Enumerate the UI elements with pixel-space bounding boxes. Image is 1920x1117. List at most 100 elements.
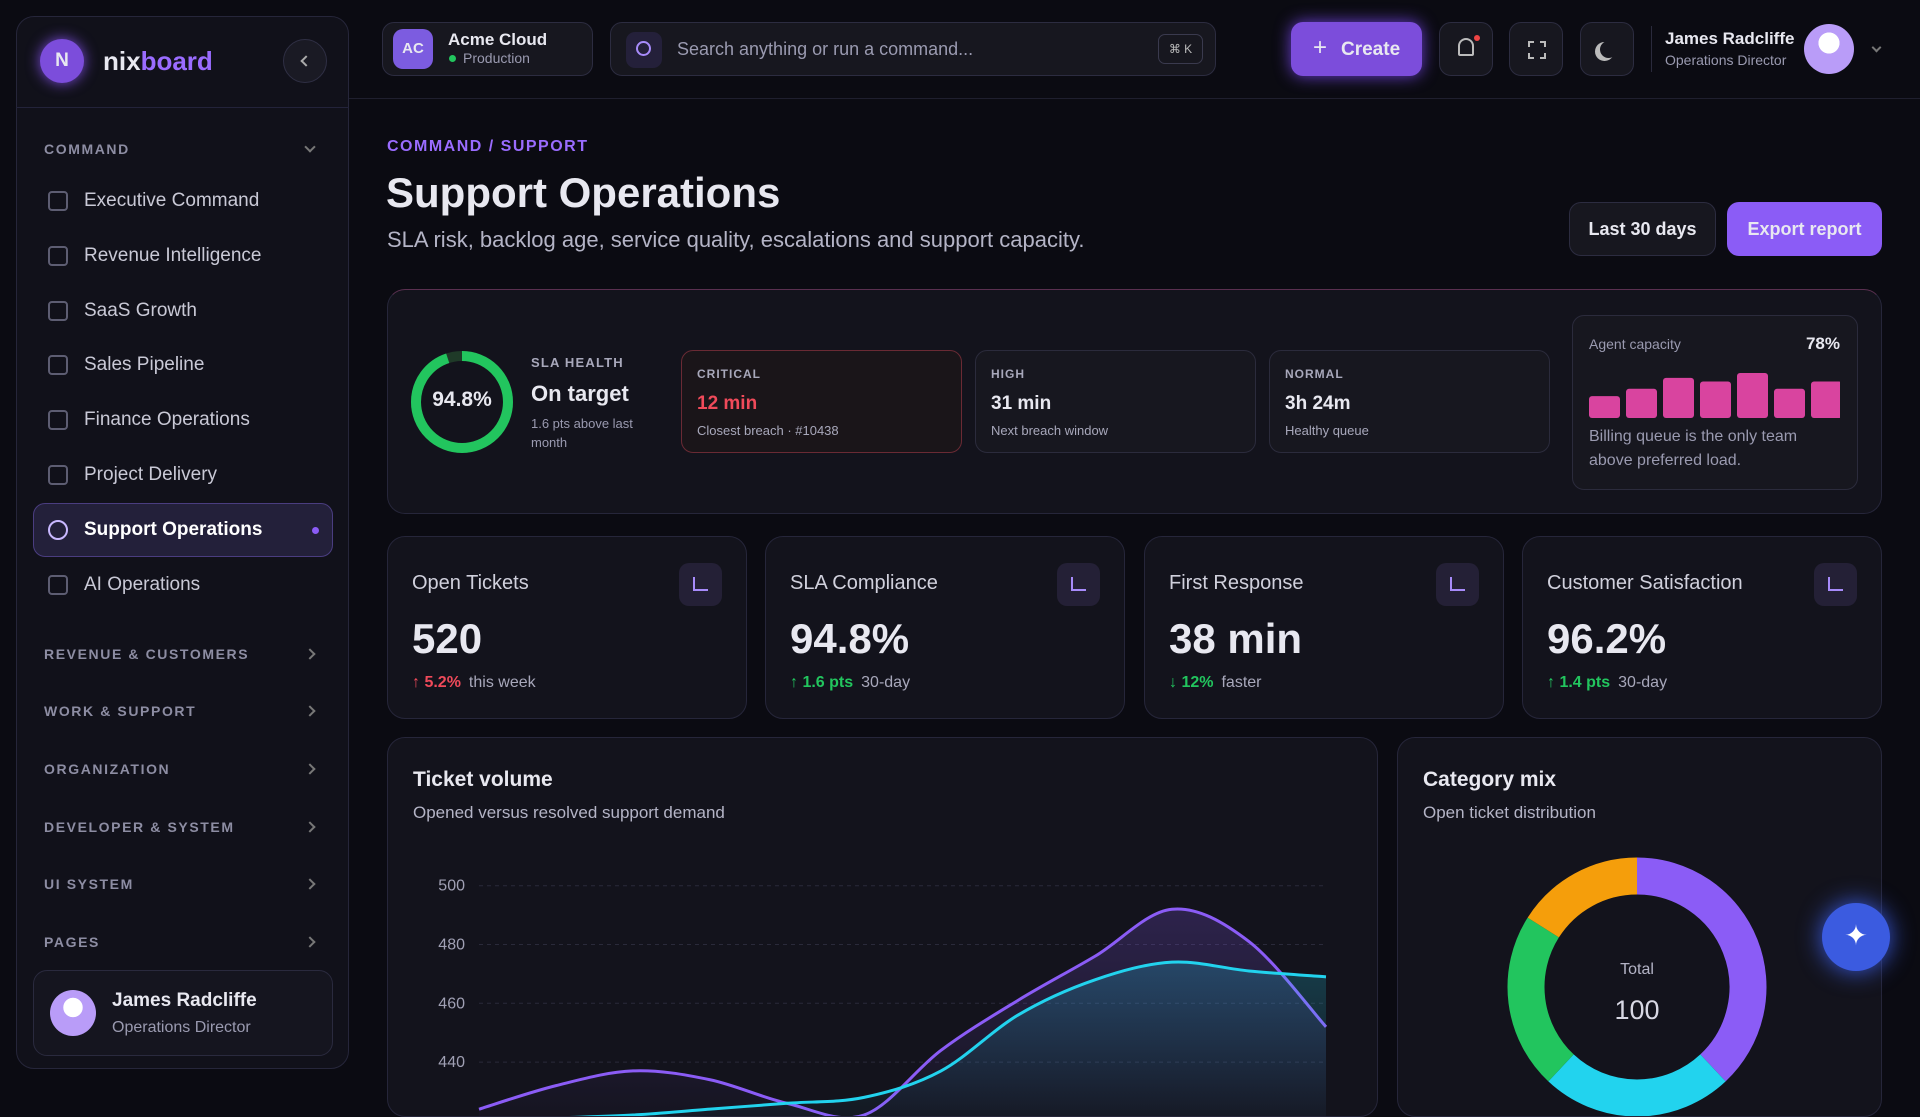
kpi-card: First Response 38 min ↓ 12% faster (1144, 536, 1504, 719)
fullscreen[interactable] (1509, 22, 1563, 76)
user-role: Operations Director (112, 1019, 251, 1036)
tier-label: CRITICAL (697, 367, 761, 381)
nav-item[interactable]: Executive Command (84, 190, 260, 211)
sla-note: 1.6 pts above last month (531, 416, 633, 450)
kpi-note: 30-day (1618, 674, 1668, 691)
capacity-note: Billing queue is the only team above pre… (1589, 428, 1798, 469)
theme-toggle[interactable] (1580, 22, 1634, 76)
donut-segment (1548, 1054, 1726, 1116)
kpi-label: SLA Compliance (790, 572, 938, 594)
nav-group[interactable]: ORGANIZATION (44, 761, 171, 777)
sla-status: On target (531, 381, 629, 406)
workspace-initials: AC (393, 29, 433, 69)
nav-icon (48, 575, 68, 595)
create-button[interactable]: + Create (1291, 22, 1422, 76)
nav-item[interactable]: AI Operations (84, 574, 201, 595)
nav-group[interactable]: PAGES (44, 934, 100, 950)
capacity-bars (1589, 373, 1840, 418)
export-button[interactable]: Export report (1727, 202, 1882, 256)
tier-card: NORMAL 3h 24m Healthy queue (1269, 350, 1550, 453)
kpi-delta-row: ↑ 1.6 pts 30-day (790, 674, 911, 691)
tier-card: HIGH 31 min Next breach window (975, 350, 1256, 453)
range-button[interactable]: Last 30 days (1569, 202, 1716, 256)
chart-subtitle: Open ticket distribution (1423, 803, 1596, 822)
donut-segment (1507, 917, 1575, 1082)
nav-icon (48, 191, 68, 211)
kpi-value: 94.8% (790, 615, 910, 662)
capacity-bar (1589, 396, 1620, 418)
y-tick-label: 480 (438, 937, 465, 954)
nav-item[interactable]: Project Delivery (84, 464, 218, 485)
breadcrumb: COMMAND / SUPPORT (387, 138, 589, 155)
capacity-bar (1737, 373, 1768, 418)
nav-item[interactable]: SaaS Growth (84, 300, 197, 321)
capacity-bar (1663, 377, 1694, 418)
kpi-delta: 5.2% (424, 674, 461, 691)
brand-part: board (140, 46, 213, 76)
nav-item[interactable]: Finance Operations (84, 409, 250, 430)
chart-icon-button[interactable] (1436, 563, 1479, 606)
user-name: James Radcliffe (112, 990, 257, 1011)
kpi-note: faster (1221, 674, 1262, 691)
tier-value: 3h 24m (1285, 393, 1351, 414)
page: N nixboard COMMAND Executive Command Reve… (16, 16, 1920, 1117)
nav-group[interactable]: REVENUE & CUSTOMERS (44, 646, 250, 662)
nav-icon (48, 246, 68, 266)
search-box[interactable] (610, 22, 1216, 76)
tier-value: 31 min (991, 393, 1052, 414)
kpi-value: 520 (412, 615, 483, 662)
nav-item[interactable]: Sales Pipeline (84, 354, 205, 375)
nav-group[interactable]: DEVELOPER & SYSTEM (44, 819, 235, 835)
top-user-role: Operations Director (1665, 52, 1787, 68)
workspace-name: Acme Cloud (448, 30, 548, 49)
nav-group[interactable]: WORK & SUPPORT (44, 703, 197, 719)
tier-label: NORMAL (1285, 367, 1344, 381)
kpi-card: Open Tickets 520 ↑ 5.2% this week (387, 536, 747, 719)
nav-group[interactable]: UI SYSTEM (44, 876, 134, 892)
kpi-card: Customer Satisfaction 96.2% ↑ 1.4 pts 30-da… (1522, 536, 1882, 719)
ticket-volume-card: Ticket volume Opened versus resolved sup… (387, 737, 1378, 1117)
tier-card: CRITICAL 12 min Closest breach · #10438 (681, 350, 962, 453)
nav-icon (48, 355, 68, 375)
top-avatar[interactable] (1804, 24, 1854, 74)
kpi-delta: 1.4 pts (1559, 674, 1611, 691)
shortcut: ⌘ K (1158, 34, 1203, 64)
nav-item[interactable]: Support Operations (84, 519, 263, 540)
brand-part: nix (103, 46, 141, 76)
tier-label: HIGH (991, 367, 1025, 381)
collapse-button[interactable] (283, 39, 327, 83)
chart-icon-button[interactable] (1814, 563, 1857, 606)
avatar (50, 990, 96, 1036)
assistant-button[interactable]: ✦ (1822, 903, 1890, 971)
page-subtitle: SLA risk, backlog age, service quality, … (387, 227, 1085, 252)
kpi-delta-row: ↑ 5.2% this week (412, 674, 536, 691)
y-tick-label: 440 (438, 1054, 465, 1071)
chart-title: Category mix (1423, 768, 1557, 791)
nav-icon (48, 301, 68, 321)
tier-note: Closest breach · #10438 (697, 423, 839, 438)
category-mix-card: Category mix Open ticket distribution To… (1397, 737, 1882, 1117)
donut-segment (1527, 857, 1638, 938)
kpi-note: this week (468, 674, 536, 691)
kpi-value: 96.2% (1547, 615, 1667, 662)
workspace-status: Production (463, 50, 530, 66)
chart-title: Ticket volume (413, 768, 553, 791)
notifications[interactable] (1439, 22, 1493, 76)
kpi-label: First Response (1169, 572, 1304, 594)
series-line (478, 907, 1328, 1116)
chart-icon-button[interactable] (679, 563, 722, 606)
donut-center-label: Total (1620, 961, 1654, 978)
chart-icon-button[interactable] (1057, 563, 1100, 606)
kpi-label: Open Tickets (412, 572, 529, 594)
nav-item[interactable]: Revenue Intelligence (84, 245, 262, 266)
logo[interactable]: N (40, 39, 84, 83)
line-chart: 440 460 480 500 (438, 878, 1328, 1116)
capacity-value: 78% (1805, 334, 1840, 353)
y-tick-label: 500 (438, 878, 465, 895)
kpi-delta: 1.6 pts (802, 674, 854, 691)
kpi-label: Customer Satisfaction (1547, 572, 1743, 594)
nav-section[interactable]: COMMAND (44, 141, 130, 157)
create-label: Create (1341, 39, 1401, 60)
kpi-note: 30-day (861, 674, 911, 691)
nav-icon (48, 465, 68, 485)
